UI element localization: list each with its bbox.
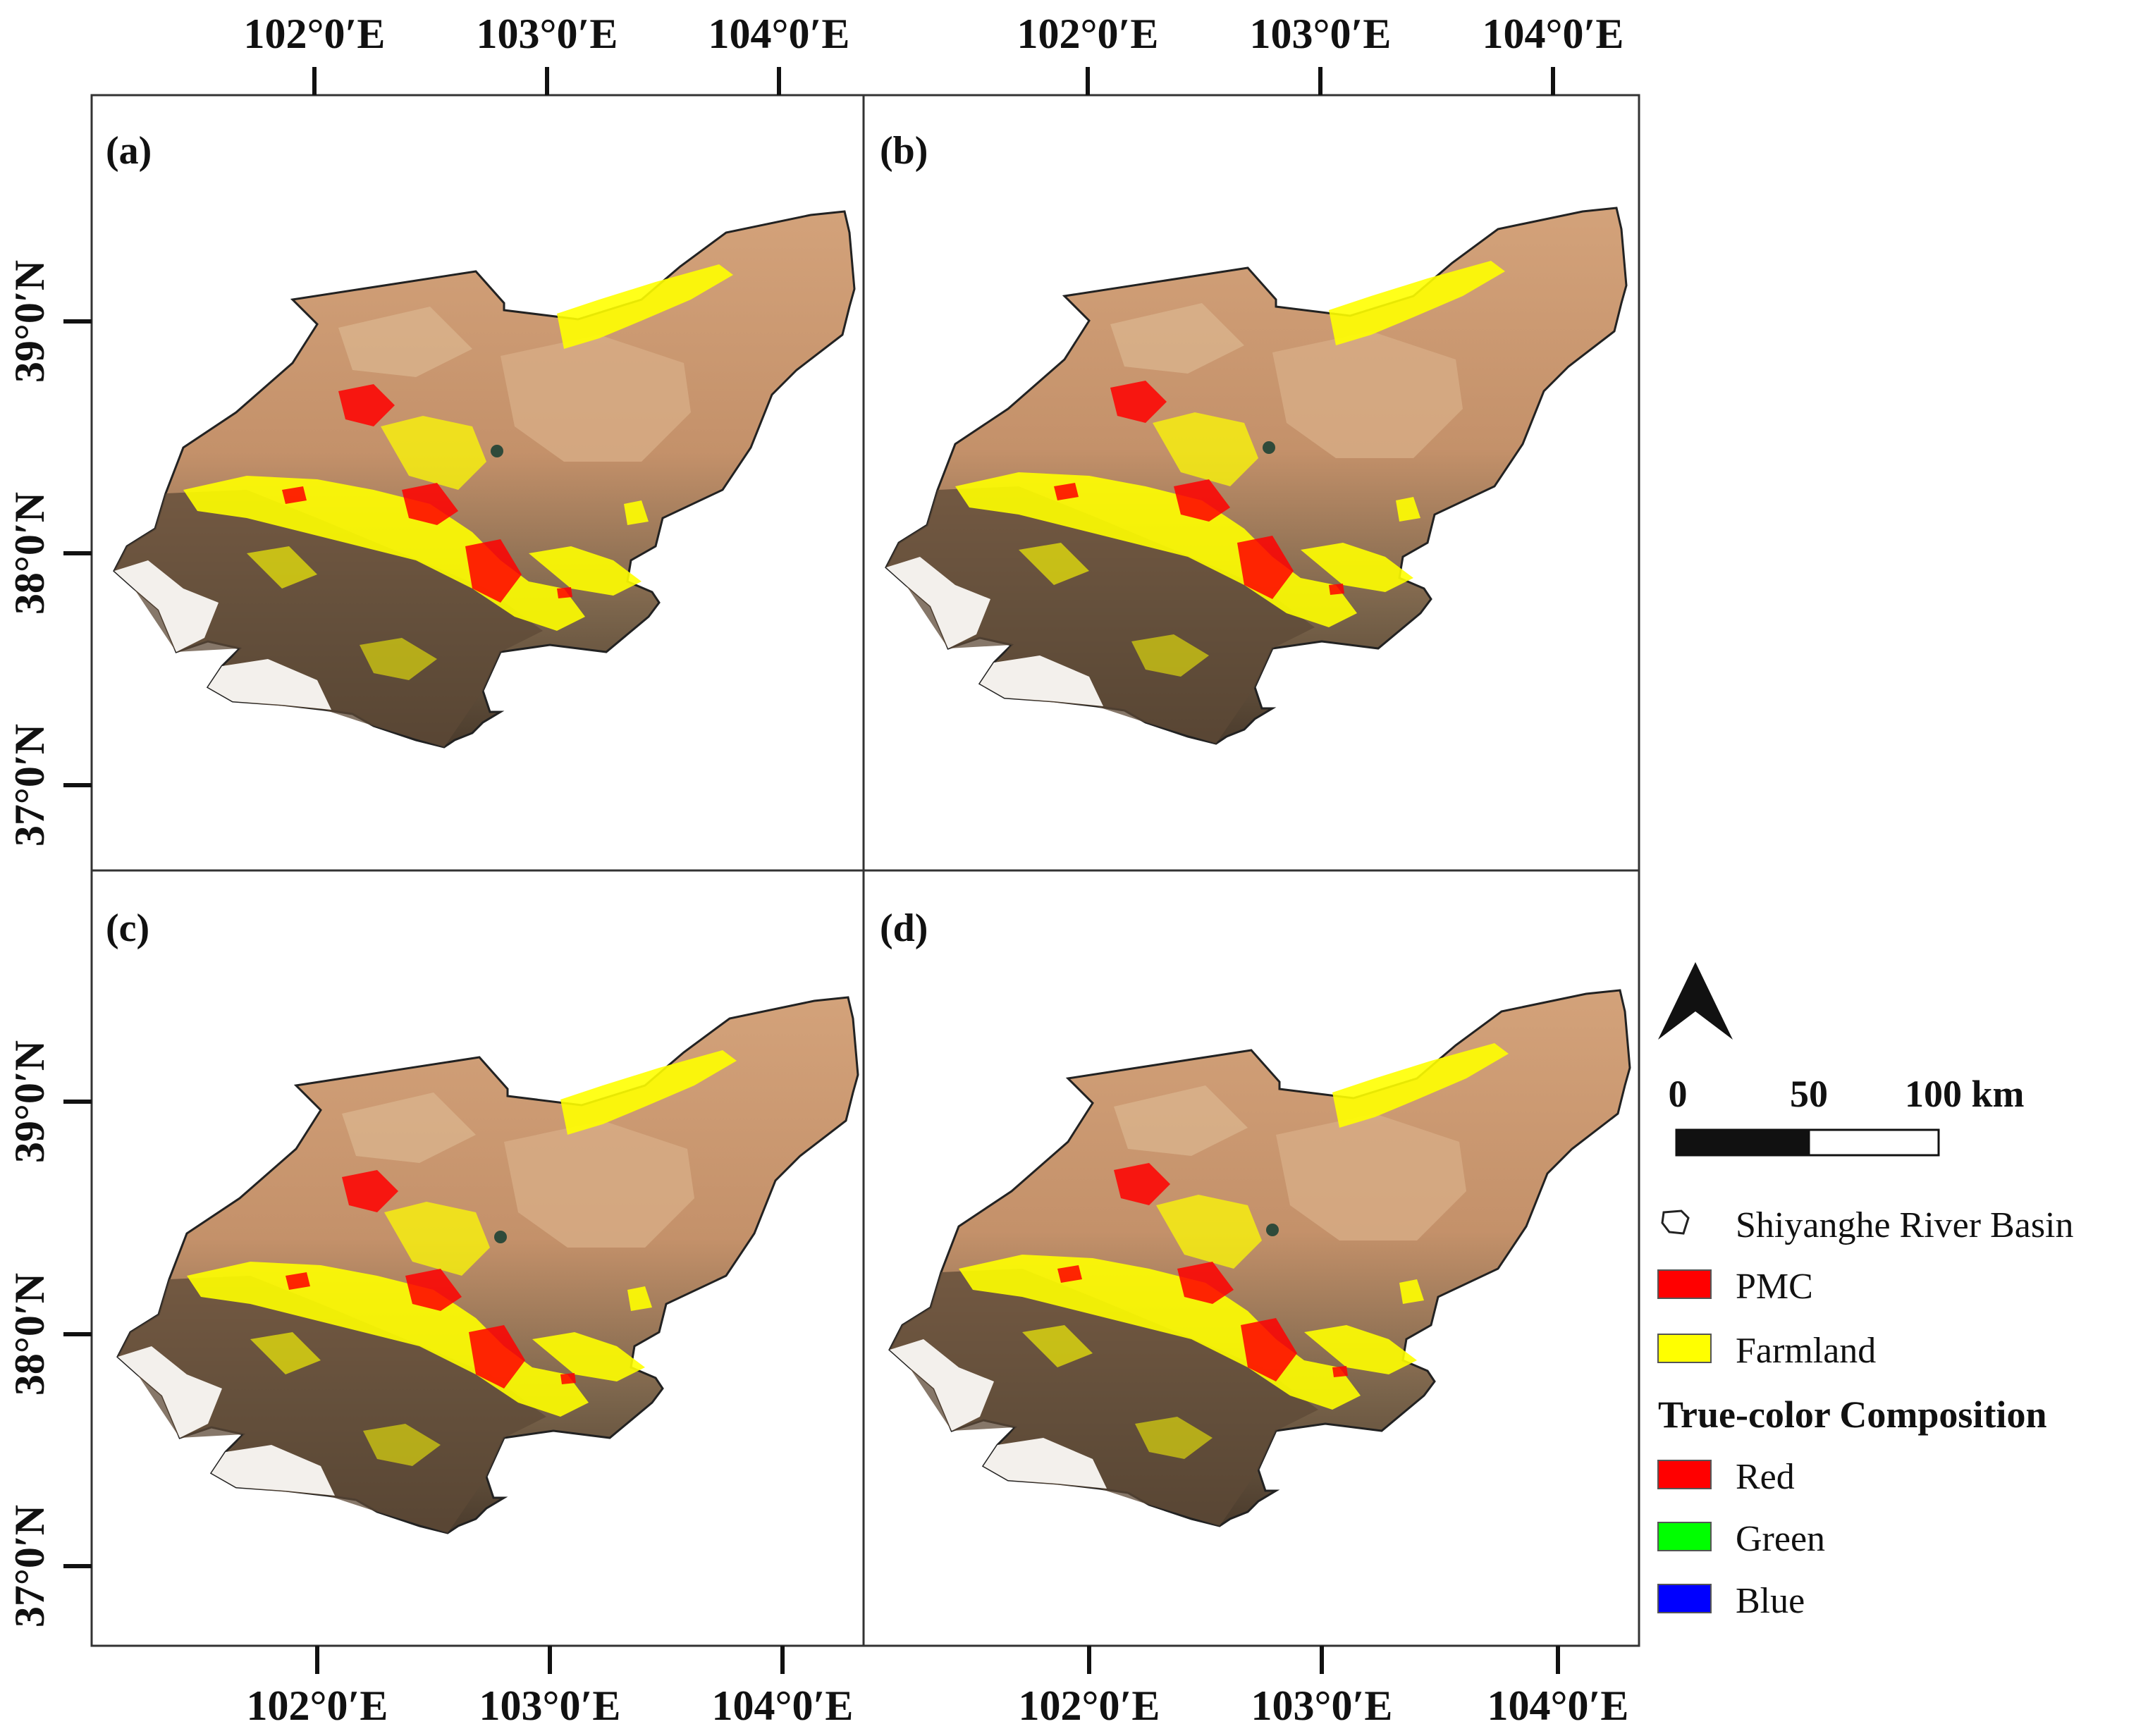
lon-tick-label: 102°0′E <box>1019 1682 1160 1729</box>
lon-tick-label: 102°0′E <box>244 11 386 57</box>
lon-tick-label: 104°0′E <box>712 1682 854 1729</box>
north-arrow-icon <box>1658 962 1733 1040</box>
scale-label: 50 <box>1790 1073 1828 1115</box>
pmc-swatch <box>1657 1269 1712 1299</box>
legend-composition-title: True-color Composition <box>1658 1393 2046 1436</box>
left-ticks <box>63 319 92 1568</box>
green-band-swatch <box>1657 1522 1712 1551</box>
top-ticks <box>312 67 1555 95</box>
scale-bar-empty <box>1807 1128 1940 1157</box>
lat-tick-label: 39°0′N <box>6 260 53 383</box>
legend-red-label: Red <box>1736 1457 1795 1497</box>
panel-label-a: (a) <box>106 129 152 173</box>
legend-basin-label: Shiyanghe River Basin <box>1736 1205 2074 1245</box>
legend-farmland-label: Farmland <box>1736 1331 1876 1371</box>
lat-tick-label: 38°0′N <box>6 492 53 615</box>
legend-green-label: Green <box>1736 1519 1825 1559</box>
lat-tick-label: 38°0′N <box>6 1273 53 1396</box>
blue-band-swatch <box>1657 1584 1712 1613</box>
lon-tick-label: 104°0′E <box>1487 1682 1629 1729</box>
basin-outline-icon <box>1661 1209 1690 1235</box>
bottom-ticks <box>315 1646 1560 1674</box>
farmland-swatch <box>1657 1334 1712 1363</box>
lat-tick-label: 39°0′N <box>6 1040 53 1163</box>
lon-tick-label: 103°0′E <box>477 11 618 57</box>
panel-label-d: (d) <box>880 906 928 950</box>
lon-tick-label: 103°0′E <box>1250 11 1392 57</box>
legend-pmc-label: PMC <box>1736 1267 1813 1307</box>
lon-tick-label: 102°0′E <box>1017 11 1159 57</box>
panel-label-b: (b) <box>880 129 928 173</box>
panel-label-c: (c) <box>106 906 149 950</box>
legend: 0 50 100 km Shiyanghe River Basin PMC Fa… <box>1657 962 2074 1621</box>
lat-tick-label: 37°0′N <box>6 1505 53 1627</box>
scale-label: 0 <box>1669 1073 1688 1115</box>
legend-blue-label: Blue <box>1736 1581 1805 1621</box>
lon-tick-label: 102°0′E <box>247 1682 388 1729</box>
lon-tick-label: 103°0′E <box>1251 1682 1393 1729</box>
red-band-swatch <box>1657 1460 1712 1489</box>
scale-label: 100 km <box>1905 1073 2025 1115</box>
lon-tick-label: 104°0′E <box>1483 11 1624 57</box>
lat-tick-label: 37°0′N <box>6 724 53 847</box>
lon-tick-label: 103°0′E <box>479 1682 621 1729</box>
lon-tick-label: 104°0′E <box>708 11 850 57</box>
scale-bar-filled <box>1675 1128 1810 1157</box>
